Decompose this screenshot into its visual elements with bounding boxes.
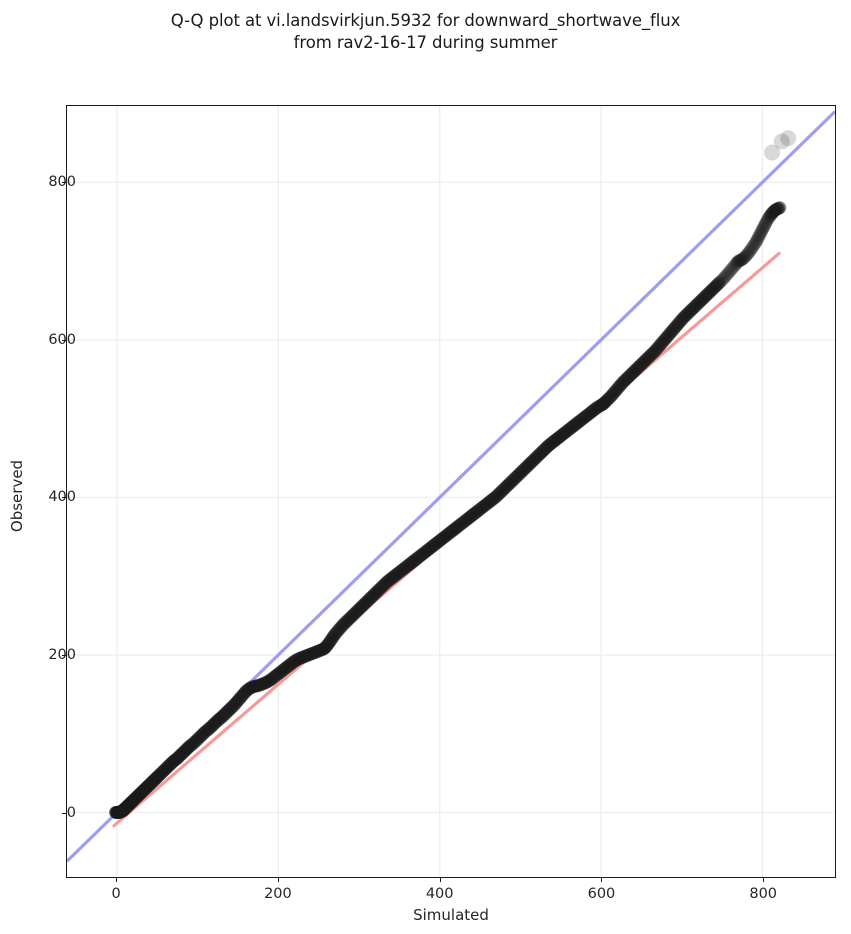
outlier-points	[764, 130, 797, 161]
x-tick-mark	[439, 878, 441, 882]
y-tick-mark	[62, 181, 66, 183]
x-tick-mark	[763, 878, 765, 882]
y-tick-mark	[62, 497, 66, 499]
x-tick-label: 400	[425, 886, 454, 902]
x-tick-mark	[277, 878, 279, 882]
chart-title: Q-Q plot at vi.landsvirkjun.5932 for dow…	[170, 11, 681, 52]
gridlines	[67, 106, 835, 877]
x-tick-label: 0	[111, 886, 121, 902]
regression-line	[111, 251, 782, 828]
x-tick-label: 600	[587, 886, 616, 902]
y-tick-mark	[62, 655, 66, 657]
x-tick-label: 800	[749, 886, 778, 902]
x-tick-mark	[116, 878, 118, 882]
plot-canvas	[67, 106, 835, 877]
y-tick-label: 0	[66, 805, 76, 822]
x-axis-label: Simulated	[413, 906, 489, 924]
x-tick-label: 200	[264, 886, 292, 902]
scatter-points	[108, 201, 787, 819]
identity-line	[67, 110, 835, 863]
plot-area	[66, 105, 836, 878]
y-tick-mark	[62, 813, 66, 815]
y-tick-mark	[62, 339, 66, 341]
y-axis-label: Observed	[8, 459, 26, 533]
x-tick-mark	[601, 878, 603, 882]
